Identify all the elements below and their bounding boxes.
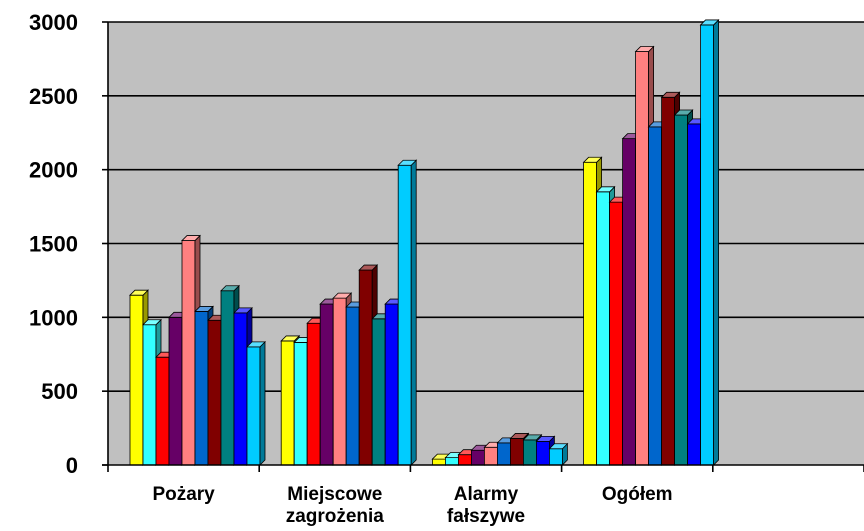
y-tick-label-500: 500 — [41, 379, 78, 404]
y-tick-label-1500: 1500 — [29, 232, 78, 257]
bar-series10-cat2 — [397, 159, 418, 466]
y-tick-label-2500: 2500 — [29, 84, 78, 109]
axes — [102, 21, 864, 472]
bar-series10-cat3 — [548, 442, 569, 466]
y-tick-label-1000: 1000 — [29, 305, 78, 330]
y-axis-tick-labels: 0 500 1000 1500 2000 2500 3000 — [29, 10, 78, 478]
x-category-label-2: Miejscowe zagrożenia — [286, 484, 385, 527]
bar-series10-cat1 — [246, 340, 266, 466]
x-category-label-4: Ogółem — [602, 484, 673, 505]
bar-series10-cat4 — [699, 18, 720, 466]
x-axis-category-labels: Pożary Miejscowe zagrożenia Alarmy fałszywe O… — [152, 484, 673, 527]
x-category-label-1: Pożary — [152, 484, 215, 505]
x-category-label-3: Alarmy fałszywe — [447, 484, 525, 527]
y-tick-label-2000: 2000 — [29, 158, 78, 183]
y-tick-label-3000: 3000 — [29, 10, 78, 35]
y-tick-label-0: 0 — [66, 453, 78, 478]
bars — [129, 18, 720, 466]
